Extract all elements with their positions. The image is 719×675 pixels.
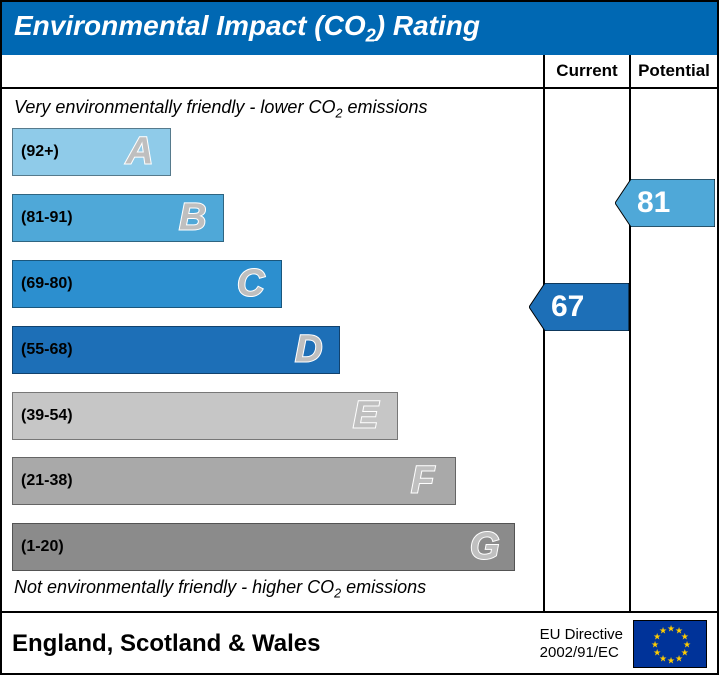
current-column: 67 xyxy=(545,89,631,611)
bands-column: Very environmentally friendly - lower CO… xyxy=(2,89,545,611)
band-range-g: (1-20) xyxy=(13,538,64,556)
title-suffix: ) Rating xyxy=(376,10,480,41)
footer-directive: EU Directive 2002/91/EC xyxy=(540,626,623,662)
svg-text:B: B xyxy=(179,197,206,238)
flag-star: ★ xyxy=(667,656,675,667)
header-current: Current xyxy=(545,55,631,87)
band-c: (69-80) C xyxy=(12,260,282,308)
band-range-e: (39-54) xyxy=(13,407,73,425)
svg-text:E: E xyxy=(353,394,380,435)
footer: England, Scotland & Wales EU Directive 2… xyxy=(2,611,717,673)
note-top: Very environmentally friendly - lower CO… xyxy=(4,95,541,125)
potential-pointer-value: 81 xyxy=(637,186,670,220)
band-letter-f: F xyxy=(403,457,449,506)
band-row-g: (1-20) G xyxy=(4,521,541,573)
title-sub: 2 xyxy=(366,26,376,46)
directive-line1: EU Directive xyxy=(540,626,623,644)
note-top-prefix: Very environmentally friendly - lower CO xyxy=(14,97,335,117)
band-range-d: (55-68) xyxy=(13,341,73,359)
flag-star: ★ xyxy=(659,626,667,637)
band-range-f: (21-38) xyxy=(13,472,73,490)
band-d: (55-68) D xyxy=(12,326,340,374)
current-pointer: 67 xyxy=(529,283,629,331)
svg-text:C: C xyxy=(237,262,265,303)
band-b: (81-91) B xyxy=(12,194,224,242)
band-letter-a: A xyxy=(118,128,164,177)
band-row-d: (55-68) D xyxy=(4,324,541,376)
band-letter-b: B xyxy=(171,194,217,243)
title-prefix: Environmental Impact (CO xyxy=(14,10,366,41)
svg-text:A: A xyxy=(125,131,153,172)
footer-region: England, Scotland & Wales xyxy=(12,630,530,658)
band-letter-d: D xyxy=(287,325,333,374)
title-bar: Environmental Impact (CO2) Rating xyxy=(2,2,717,55)
svg-text:D: D xyxy=(295,328,322,369)
band-f: (21-38) F xyxy=(12,457,456,505)
bands-container: (92+) A (81-91) B (69-80) C (55-68) D (39-54) E (2… xyxy=(4,124,541,575)
band-letter-e: E xyxy=(345,391,391,440)
column-header-row: Current Potential xyxy=(2,55,717,89)
svg-text:F: F xyxy=(411,460,436,501)
svg-text:G: G xyxy=(470,526,500,567)
potential-pointer: 81 xyxy=(615,179,715,227)
flag-star: ★ xyxy=(675,653,683,664)
current-pointer-value: 67 xyxy=(551,290,584,324)
band-a: (92+) A xyxy=(12,128,171,176)
note-bottom-suffix: emissions xyxy=(341,577,426,597)
band-row-f: (21-38) F xyxy=(4,455,541,507)
band-range-b: (81-91) xyxy=(13,209,73,227)
band-range-c: (69-80) xyxy=(13,275,73,293)
eu-flag-icon: ★★★★★★★★★★★★ xyxy=(633,620,707,668)
band-row-c: (69-80) C xyxy=(4,258,541,310)
flag-star: ★ xyxy=(667,624,675,635)
band-letter-g: G xyxy=(462,523,508,572)
directive-line2: 2002/91/EC xyxy=(540,644,623,662)
header-potential: Potential xyxy=(631,55,717,87)
band-e: (39-54) E xyxy=(12,392,398,440)
band-row-a: (92+) A xyxy=(4,126,541,178)
band-range-a: (92+) xyxy=(13,143,59,161)
note-top-suffix: emissions xyxy=(342,97,427,117)
band-row-b: (81-91) B xyxy=(4,192,541,244)
note-bottom-prefix: Not environmentally friendly - higher CO xyxy=(14,577,334,597)
potential-column: 81 xyxy=(631,89,717,611)
rating-chart: Environmental Impact (CO2) Rating Curren… xyxy=(0,0,719,675)
note-bottom: Not environmentally friendly - higher CO… xyxy=(4,575,541,605)
band-row-e: (39-54) E xyxy=(4,390,541,442)
band-letter-c: C xyxy=(229,259,275,308)
band-g: (1-20) G xyxy=(12,523,515,571)
header-spacer xyxy=(2,55,545,87)
chart-body: Very environmentally friendly - lower CO… xyxy=(2,89,717,611)
